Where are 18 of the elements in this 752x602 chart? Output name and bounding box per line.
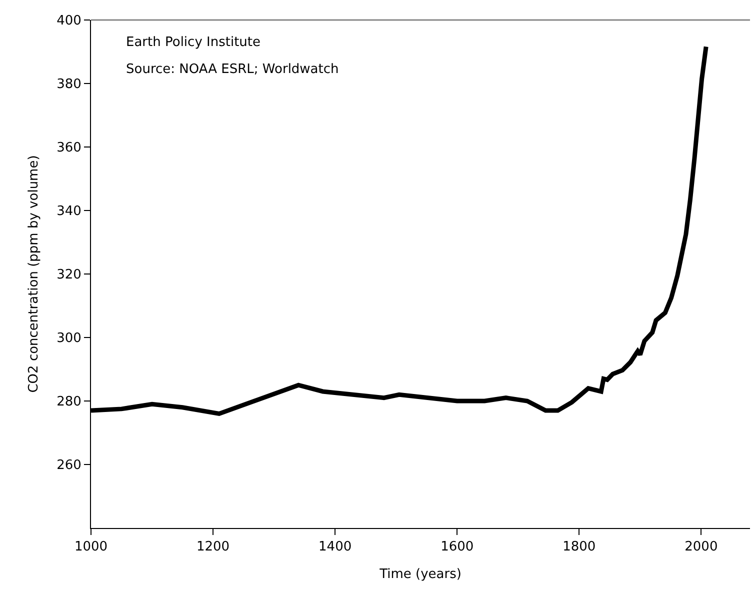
x-tick-label: 1800	[562, 540, 596, 555]
x-tick-label: 2000	[684, 540, 718, 555]
annotation: Earth Policy Institute	[126, 35, 261, 50]
y-tick-label: 400	[56, 14, 82, 29]
y-tick-label: 300	[56, 331, 82, 346]
annotation: Source: NOAA ESRL; Worldwatch	[126, 62, 339, 77]
x-tick-label: 1200	[196, 540, 230, 555]
y-tick-label: 340	[56, 204, 82, 220]
x-axis-title: Time (years)	[378, 567, 462, 582]
y-axis-title: CO2 concentration (ppm by volume)	[26, 155, 42, 393]
y-tick-label: 260	[56, 458, 82, 474]
x-tick-label: 1000	[74, 540, 108, 555]
y-tick-label: 320	[56, 268, 82, 283]
y-tick-label: 380	[56, 77, 82, 92]
y-tick-label: 360	[56, 140, 82, 156]
x-tick-label: 1600	[440, 540, 474, 555]
y-tick-label: 280	[56, 394, 82, 410]
x-tick-label: 1400	[318, 540, 352, 555]
